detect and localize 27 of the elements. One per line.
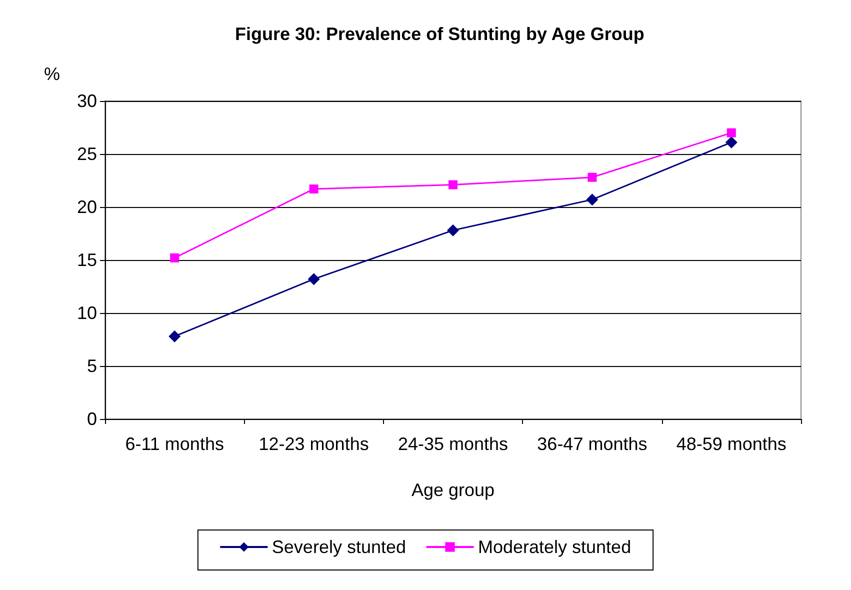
y-tick-label: 0	[86, 409, 97, 429]
x-tick-label: 24-35 months	[398, 434, 508, 454]
x-tick-label: 48-59 months	[676, 434, 786, 454]
y-tick-label: 20	[76, 197, 97, 217]
point	[168, 330, 181, 342]
y-tick-label: 15	[76, 250, 97, 270]
point	[586, 194, 598, 206]
point	[308, 273, 320, 286]
point	[726, 128, 736, 138]
legend-label: Moderately stunted	[478, 537, 632, 557]
point	[725, 136, 738, 148]
y-tick-label: 30	[76, 91, 97, 111]
point	[170, 253, 180, 262]
point	[447, 224, 459, 236]
point	[448, 180, 458, 190]
y-axis-title: %	[44, 64, 60, 84]
x-tick-label: 6-11 months	[125, 434, 224, 454]
y-tick-label: 5	[86, 356, 97, 376]
x-tick-label: 12-23 months	[258, 434, 369, 454]
legend-label: Severely stunted	[272, 537, 406, 557]
y-tick-label: 25	[76, 144, 97, 164]
point	[309, 184, 318, 194]
x-axis-title: Age group	[411, 480, 495, 500]
chart-title: Figure 30: Prevalence of Stunting by Age Group	[235, 24, 644, 44]
point	[588, 172, 597, 182]
y-tick-label: 10	[76, 303, 97, 323]
x-tick-label: 36-47 months	[537, 434, 648, 454]
